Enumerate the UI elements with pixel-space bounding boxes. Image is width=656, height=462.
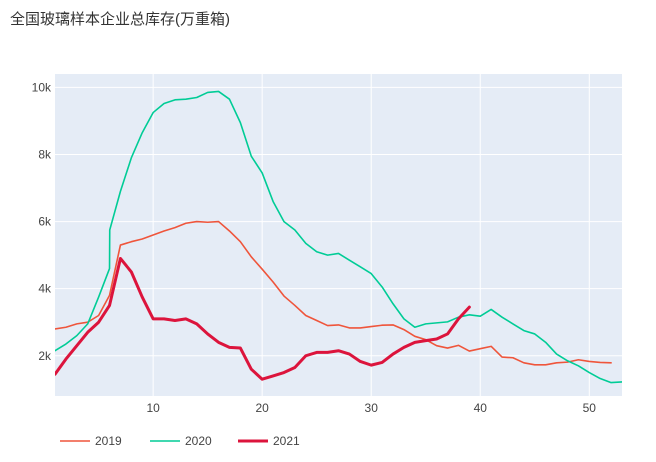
x-axis: 10 20 30 40 50 <box>146 401 596 415</box>
legend-item-2021[interactable]: 2021 <box>238 434 300 448</box>
y-tick-label: 2k <box>38 349 52 363</box>
y-tick-label: 6k <box>38 215 52 229</box>
plot-area <box>55 74 622 396</box>
series-group <box>55 90 622 384</box>
chart-title: 全国玻璃样本企业总库存(万重箱) <box>10 10 230 28</box>
x-tick-label: 20 <box>255 401 269 415</box>
x-tick-label: 30 <box>365 401 379 415</box>
legend-label: 2020 <box>185 434 212 448</box>
series-line-2019 <box>55 220 612 366</box>
y-tick-label: 10k <box>32 80 52 94</box>
legend-item-2019[interactable]: 2019 <box>60 434 122 448</box>
series-line-2021 <box>55 256 471 381</box>
x-tick-label: 10 <box>146 401 160 415</box>
x-tick-label: 50 <box>583 401 597 415</box>
x-tick-label: 40 <box>474 401 488 415</box>
y-tick-label: 8k <box>38 148 52 162</box>
legend-item-2020[interactable]: 2020 <box>150 434 212 448</box>
series-line-2020 <box>55 90 622 384</box>
y-tick-label: 4k <box>38 282 52 296</box>
legend-label: 2021 <box>273 434 300 448</box>
y-axis: 2k 4k 6k 8k 10k <box>32 80 52 362</box>
legend-label: 2019 <box>95 434 122 448</box>
legend: 2019 2020 2021 <box>60 434 300 448</box>
